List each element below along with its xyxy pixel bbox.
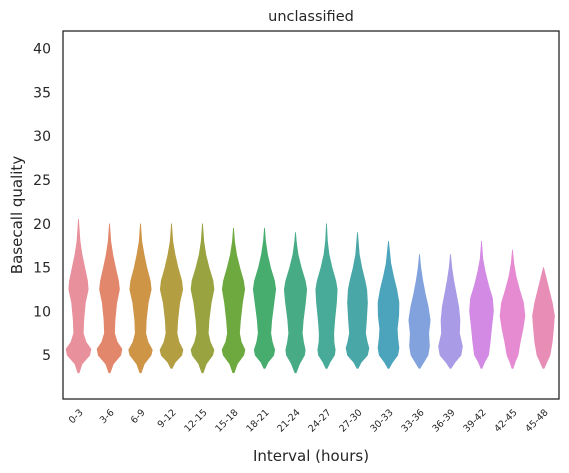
violin-0-3 <box>65 218 92 374</box>
y-tick-label: 15 <box>33 261 51 277</box>
y-tick-label: 35 <box>33 85 51 101</box>
y-tick-labels: 5 10 15 20 25 30 35 40 <box>33 42 51 365</box>
violin-15-18 <box>221 227 246 374</box>
y-tick-label: 25 <box>33 173 51 189</box>
violin-33-36 <box>408 254 431 369</box>
y-tick-label: 5 <box>42 348 51 364</box>
y-axis-label: Basecall quality <box>8 156 26 275</box>
plot-frame <box>62 30 560 400</box>
y-tick-label: 20 <box>33 217 51 233</box>
violin-6-9 <box>128 223 153 374</box>
y-tick-label: 40 <box>33 42 51 58</box>
violin-30-33 <box>377 240 400 369</box>
violin-9-12 <box>159 223 184 369</box>
violin-18-21 <box>252 227 277 369</box>
violin-layer <box>65 218 555 374</box>
violin-3-6 <box>96 223 123 374</box>
x-axis-label: Interval (hours) <box>253 447 369 465</box>
y-tick-label: 30 <box>33 129 51 145</box>
violin-24-27 <box>315 223 338 369</box>
violin-27-30 <box>345 232 370 369</box>
violin-42-45 <box>499 249 526 369</box>
violin-39-42 <box>469 240 494 369</box>
violin-21-24 <box>283 232 308 374</box>
violin-45-48 <box>532 267 555 369</box>
y-tick-label: 10 <box>33 304 51 320</box>
chart-title: unclassified <box>268 9 354 25</box>
violin-36-39 <box>438 254 463 369</box>
violin-12-15 <box>190 223 215 374</box>
